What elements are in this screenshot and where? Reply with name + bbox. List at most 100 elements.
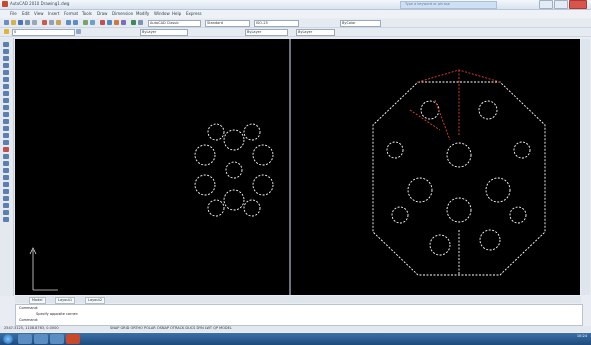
insert-block-icon[interactable] bbox=[3, 98, 9, 103]
draw-toolbar bbox=[0, 38, 14, 296]
undo-icon[interactable] bbox=[66, 20, 71, 25]
tab-model[interactable]: Model bbox=[29, 297, 46, 304]
flower-shape bbox=[194, 123, 274, 217]
erase-tool-icon[interactable] bbox=[3, 147, 9, 152]
save-icon[interactable] bbox=[18, 20, 23, 25]
spline-tool-icon[interactable] bbox=[3, 84, 9, 89]
command-window[interactable]: Command: Specify opposite corner: Comman… bbox=[15, 304, 583, 326]
menu-tools[interactable]: Tools bbox=[82, 11, 92, 16]
menu-help[interactable]: Help bbox=[172, 11, 182, 16]
menu-view[interactable]: View bbox=[34, 11, 44, 16]
mirror-tool-icon[interactable] bbox=[3, 161, 9, 166]
menu-window[interactable]: Window bbox=[154, 11, 170, 16]
taskbar-app-explorer[interactable] bbox=[18, 334, 32, 344]
hatch-tool-icon[interactable] bbox=[3, 119, 9, 124]
menu-draw[interactable]: Draw bbox=[97, 11, 108, 16]
menu-dimension[interactable]: Dimension bbox=[112, 11, 134, 16]
properties-icon[interactable] bbox=[100, 20, 105, 25]
menu-modify[interactable]: Modify bbox=[136, 11, 150, 16]
workspace-combo[interactable]: AutoCAD Classic bbox=[148, 20, 201, 27]
taskbar-app-autocad[interactable] bbox=[66, 334, 80, 344]
stretch-tool-icon[interactable] bbox=[3, 203, 9, 208]
close-button[interactable] bbox=[569, 0, 587, 9]
model-layout-tabs: Model Layout1 Layout2 bbox=[15, 296, 581, 304]
sheet-set-icon[interactable] bbox=[121, 20, 126, 25]
maximize-button[interactable] bbox=[554, 0, 568, 9]
window-title: AutoCAD 2010 Drawing1.dwg bbox=[10, 1, 70, 6]
paste-icon[interactable] bbox=[56, 20, 61, 25]
taskbar-app-media[interactable] bbox=[50, 334, 64, 344]
search-box[interactable]: Type a keyword or phrase bbox=[400, 1, 497, 9]
taskbar-app-browser[interactable] bbox=[34, 334, 48, 344]
tray-clock: 10:24 bbox=[576, 334, 587, 338]
layer-manager-icon[interactable] bbox=[4, 29, 9, 34]
tool-palettes-icon[interactable] bbox=[114, 20, 119, 25]
design-center-icon[interactable] bbox=[107, 20, 112, 25]
menu-format[interactable]: Format bbox=[64, 11, 79, 16]
title-bar: AutoCAD 2010 Drawing1.dwg Type a keyword… bbox=[0, 0, 591, 10]
ucs-icon bbox=[29, 247, 58, 291]
text-style-combo[interactable]: Standard bbox=[205, 20, 250, 27]
tab-layout2[interactable]: Layout2 bbox=[85, 297, 106, 304]
selected-red-lines bbox=[409, 69, 501, 141]
scale-tool-icon[interactable] bbox=[3, 196, 9, 201]
arc-tool-icon[interactable] bbox=[3, 70, 9, 75]
preview-icon[interactable] bbox=[32, 20, 37, 25]
menu-edit[interactable]: Edit bbox=[22, 11, 30, 16]
print-icon[interactable] bbox=[25, 20, 30, 25]
help-icon[interactable] bbox=[138, 20, 143, 25]
viewport-left[interactable] bbox=[15, 39, 289, 295]
new-file-icon[interactable] bbox=[4, 20, 9, 25]
menu-express[interactable]: Express bbox=[186, 11, 202, 16]
trim-tool-icon[interactable] bbox=[3, 210, 9, 215]
copy-icon[interactable] bbox=[49, 20, 54, 25]
menu-insert[interactable]: Insert bbox=[48, 11, 60, 16]
make-current-icon[interactable] bbox=[76, 29, 81, 34]
cut-icon[interactable] bbox=[42, 20, 47, 25]
plotstyle-combo[interactable]: ByColor bbox=[340, 20, 381, 27]
lineweight-combo[interactable]: ByLayer bbox=[296, 29, 335, 36]
pan-icon[interactable] bbox=[83, 20, 88, 25]
linetype-combo[interactable]: ByLayer bbox=[245, 29, 288, 36]
command-prompt[interactable]: Command: bbox=[19, 318, 39, 322]
circle-tool-icon[interactable] bbox=[3, 77, 9, 82]
offset-tool-icon[interactable] bbox=[3, 168, 9, 173]
copy-tool-icon[interactable] bbox=[3, 154, 9, 159]
table-tool-icon[interactable] bbox=[3, 133, 9, 138]
array-tool-icon[interactable] bbox=[3, 175, 9, 180]
octagon-drawing bbox=[372, 81, 546, 276]
calculator-icon[interactable] bbox=[131, 20, 136, 25]
make-block-icon[interactable] bbox=[3, 105, 9, 110]
polygon-tool-icon[interactable] bbox=[3, 56, 9, 61]
line-tool-icon[interactable] bbox=[3, 42, 9, 47]
open-file-icon[interactable] bbox=[11, 20, 16, 25]
standard-toolbar: AutoCAD Classic Standard ISO-25 ByColor bbox=[0, 19, 591, 28]
dim-style-combo[interactable]: ISO-25 bbox=[254, 20, 299, 27]
vertical-scrollbar[interactable] bbox=[581, 39, 590, 295]
point-tool-icon[interactable] bbox=[3, 112, 9, 117]
rectangle-tool-icon[interactable] bbox=[3, 63, 9, 68]
search-placeholder: Type a keyword or phrase bbox=[405, 2, 450, 6]
drafting-mode-toggles[interactable]: SNAP GRID ORTHO POLAR OSNAP OTRACK DUCS … bbox=[110, 326, 232, 330]
polyline-tool-icon[interactable] bbox=[3, 49, 9, 54]
ellipse-tool-icon[interactable] bbox=[3, 91, 9, 96]
viewport-splitter[interactable] bbox=[289, 39, 291, 295]
command-history-line2: Specify opposite corner: bbox=[36, 312, 79, 316]
menu-bar: File Edit View Insert Format Tools Draw … bbox=[0, 10, 591, 18]
zoom-icon[interactable] bbox=[90, 20, 95, 25]
coordinate-readout[interactable]: 2547.3125, 1108.8763, 0.0000 bbox=[4, 326, 59, 330]
color-combo[interactable]: ByLayer bbox=[140, 29, 188, 36]
move-tool-icon[interactable] bbox=[3, 182, 9, 187]
rotate-tool-icon[interactable] bbox=[3, 189, 9, 194]
redo-icon[interactable] bbox=[73, 20, 78, 25]
tab-layout1[interactable]: Layout1 bbox=[55, 297, 76, 304]
app-logo-icon[interactable] bbox=[2, 1, 8, 7]
region-tool-icon[interactable] bbox=[3, 126, 9, 131]
extend-tool-icon[interactable] bbox=[3, 217, 9, 222]
layer-combo[interactable]: 0 bbox=[12, 29, 75, 36]
mtext-tool-icon[interactable] bbox=[3, 140, 9, 145]
menu-file[interactable]: File bbox=[10, 11, 17, 16]
start-button[interactable] bbox=[3, 334, 13, 344]
minimize-button[interactable] bbox=[539, 0, 553, 9]
